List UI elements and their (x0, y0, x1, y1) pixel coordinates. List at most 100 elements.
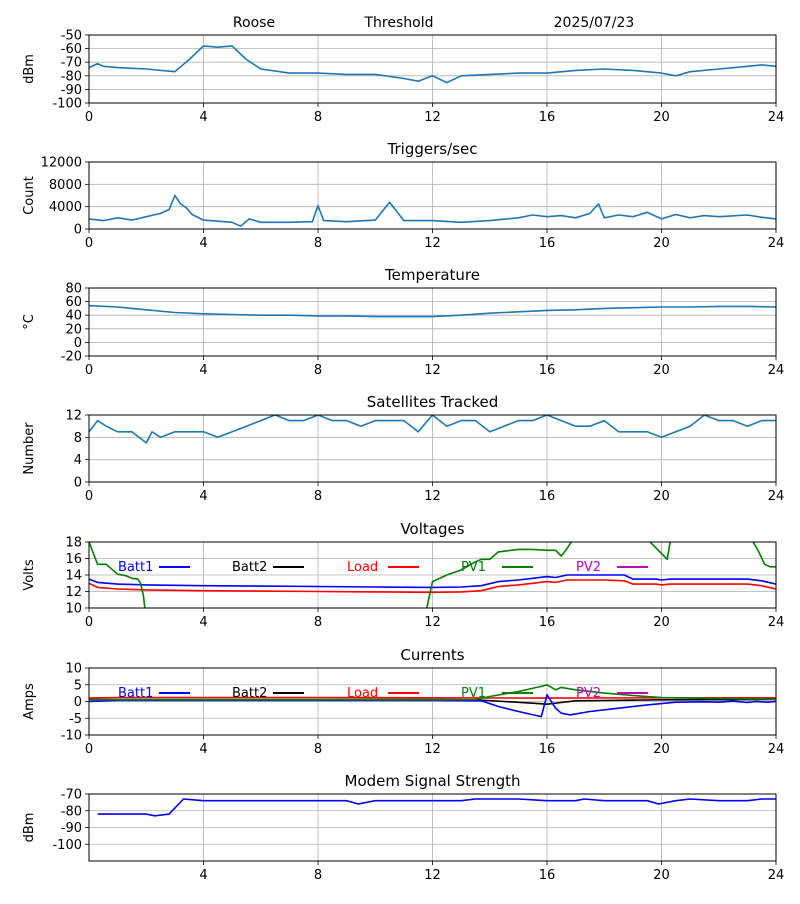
x-tick-label: 12 (424, 742, 441, 757)
x-tick-label: 8 (314, 615, 322, 630)
x-tick-label: 24 (768, 489, 785, 504)
series-line-default (89, 45, 776, 84)
x-tick-label: 4 (199, 868, 207, 883)
chart-panel-3: 0 4 8 12 16 20 24 0 4 8 12 Satellites Tracked Number (22, 393, 784, 504)
y-axis-label: Count (22, 176, 37, 215)
y-axis-label: Amps (22, 683, 37, 720)
x-tick-label: 20 (653, 868, 670, 883)
x-tick-label: 0 (85, 110, 93, 125)
y-axis-label: dBm (22, 813, 37, 843)
x-tick-label: 16 (539, 363, 556, 378)
x-tick-label: 0 (85, 742, 93, 757)
y-tick-label: -10 (61, 729, 82, 744)
x-tick-label: 16 (539, 236, 556, 251)
x-tick-label: 4 (199, 236, 207, 251)
y-tick-label: -90 (61, 821, 82, 836)
series-line-pv1 (649, 542, 671, 561)
y-tick-label: 5 (74, 678, 82, 693)
series-line-batt1 (97, 798, 776, 817)
x-tick-label: 24 (768, 868, 785, 883)
x-tick-label: 16 (539, 489, 556, 504)
x-tick-label: 20 (653, 110, 670, 125)
x-tick-label: 12 (424, 868, 441, 883)
header-station: Roose (233, 15, 275, 31)
y-tick-label: 10 (65, 662, 82, 677)
x-tick-label: 8 (314, 489, 322, 504)
x-tick-label: 0 (85, 363, 93, 378)
y-tick-label: 12000 (41, 156, 82, 171)
x-tick-label: 12 (424, 489, 441, 504)
x-tick-label: 24 (768, 742, 785, 757)
chart-title: Currents (400, 646, 464, 664)
y-tick-label: 0 (74, 223, 82, 238)
y-tick-label: -70 (61, 788, 82, 803)
x-tick-label: 12 (424, 615, 441, 630)
y-tick-label: 18 (65, 536, 82, 551)
legend-label-pv1: PV1 (461, 686, 486, 701)
x-tick-label: 20 (653, 489, 670, 504)
y-axis-label: dBm (22, 54, 37, 84)
x-tick-label: 8 (314, 236, 322, 251)
x-tick-label: 4 (199, 742, 207, 757)
x-tick-label: 8 (314, 363, 322, 378)
x-tick-label: 0 (85, 489, 93, 504)
x-tick-label: 16 (539, 615, 556, 630)
x-tick-label: 0 (85, 615, 93, 630)
y-tick-label: -20 (61, 350, 82, 365)
y-axis-label: Volts (22, 559, 37, 591)
legend-label-pv1: PV1 (461, 560, 486, 575)
y-tick-label: 0 (74, 476, 82, 491)
x-tick-label: 4 (199, 110, 207, 125)
y-tick-label: 0 (74, 336, 82, 351)
chart-title: Satellites Tracked (367, 393, 498, 411)
y-tick-label: 8000 (49, 178, 82, 193)
x-tick-label: 16 (539, 742, 556, 757)
x-tick-label: 20 (653, 742, 670, 757)
y-tick-label: 12 (65, 409, 82, 424)
y-tick-label: 16 (65, 552, 82, 567)
x-tick-label: 0 (85, 236, 93, 251)
x-tick-label: 8 (314, 868, 322, 883)
y-tick-label: 60 (65, 295, 82, 310)
series-line-default (89, 194, 776, 227)
series-line-pv1 (89, 542, 146, 608)
y-tick-label: -80 (61, 69, 82, 84)
legend-label-batt1: Batt1 (118, 686, 153, 701)
x-tick-label: 4 (199, 363, 207, 378)
x-tick-label: 8 (314, 110, 322, 125)
y-tick-label: 20 (65, 322, 82, 337)
y-tick-label: -80 (61, 804, 82, 819)
x-tick-label: 20 (653, 236, 670, 251)
y-tick-label: 0 (74, 695, 82, 710)
x-tick-label: 24 (768, 236, 785, 251)
y-axis-label: Number (22, 422, 37, 475)
chart-title: Voltages (400, 520, 464, 538)
legend-label-load: Load (347, 686, 378, 701)
y-tick-label: -5 (69, 712, 82, 727)
y-tick-label: 4 (74, 453, 82, 468)
series-line-batt1 (89, 574, 776, 589)
y-tick-label: -60 (61, 42, 82, 57)
y-tick-label: 40 (65, 309, 82, 324)
series-line-default (89, 304, 776, 318)
series-line-load (89, 696, 776, 699)
series-line-default (89, 415, 776, 444)
legend-label-batt2: Batt2 (232, 560, 267, 575)
x-tick-label: 20 (653, 615, 670, 630)
legend-label-pv2: PV2 (576, 560, 601, 575)
x-tick-label: 8 (314, 742, 322, 757)
y-tick-label: 12 (65, 585, 82, 600)
legend-label-batt2: Batt2 (232, 686, 267, 701)
x-tick-label: 16 (539, 110, 556, 125)
x-tick-label: 16 (539, 868, 556, 883)
x-tick-label: 24 (768, 110, 785, 125)
legend-label-pv2: PV2 (576, 686, 601, 701)
x-tick-label: 4 (199, 489, 207, 504)
y-tick-label: 8 (74, 431, 82, 446)
